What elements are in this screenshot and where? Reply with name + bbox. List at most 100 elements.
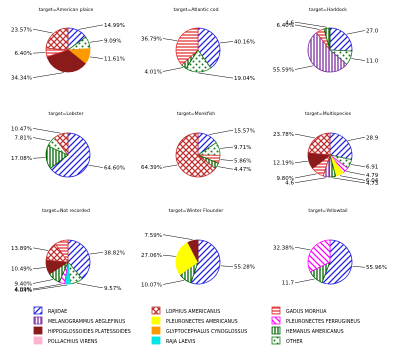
legend-item-other: OTHER [271, 336, 303, 345]
slice-label: 17.08% [11, 156, 32, 162]
slice-label: 4.01% [145, 69, 162, 75]
legend-label: RAJIDAE [48, 309, 67, 315]
slice-leader-line [163, 234, 193, 240]
legend-swatch [33, 316, 43, 325]
slice-label: 27.0 [366, 29, 379, 35]
slice-label: 32.38% [273, 245, 294, 251]
panel-title: target=Yellowtail [308, 208, 347, 214]
slice-label: 15.57% [234, 128, 255, 134]
slice-label: 6.40% [15, 51, 32, 57]
slice-leader-line [163, 67, 184, 72]
slice-label: 11.0 [366, 58, 379, 64]
slice-label: 12.19% [273, 161, 294, 167]
legend-item-gadus-morhua: GADUS MORHUA [271, 306, 327, 315]
legend-swatch [151, 336, 161, 345]
slice-leader-line [295, 22, 327, 28]
slice-label: 7.81% [15, 136, 32, 142]
slice-leader-line [350, 164, 365, 167]
slice-leader-line [33, 284, 68, 291]
slice-leader-line [33, 279, 54, 284]
pie-slice-gadus-morhua [175, 27, 199, 66]
slice-label: 9.57% [104, 286, 121, 292]
pie-slice-rajidae [67, 239, 91, 280]
legend: RAJIDAE LOPHIUS AMERICANUS GADUS MORHUA MEL… [33, 306, 360, 345]
pie-panel-target-multispecies: target=Multispecies 28.9 6.91 4.796.044.73 4… [273, 111, 379, 187]
slice-label: 40.16% [234, 39, 255, 45]
legend-label: POLLACHIUS VIRENS [48, 339, 97, 345]
slice-leader-line [33, 247, 49, 251]
pie-panel-target-not-recorded: target=Not recorded 38.82% 9.57% 4.04%4.09%… [11, 208, 125, 294]
pie-panel-target-atlantic-cod: target=Atlantic cod 40.16% 19.04% 4.01% 36.7… [141, 7, 255, 82]
slice-leader-line [219, 41, 233, 44]
legend-label: GADUS MORHUA [286, 309, 327, 315]
legend-swatch [151, 326, 161, 335]
pie-panel-target-lobster: target=Lobster 64.60% 17.08% 7.81% 10.47% [11, 111, 125, 178]
slice-leader-line [198, 72, 233, 79]
legend-item-melanogrammus-aeglefinus: MELANOGRAMMUS AEGLEFINUS [33, 316, 125, 325]
slice-label: 10.49% [11, 267, 32, 273]
slice-label: 4.73 [366, 181, 379, 187]
slice-leader-line [33, 283, 62, 290]
pie-panel-target-monkfish: target=Monkfish 15.57% 9.71% 5.86% 4.47% 64.3… [141, 111, 255, 178]
slice-label: 36.79% [141, 37, 162, 43]
pie-slice-gadus-morhua [54, 239, 69, 264]
legend-swatch [271, 306, 281, 315]
legend-item-pleuronectes-americanus: PLEURONECTES AMERICANUS [151, 316, 238, 325]
pie-slice-pleuronectes-ferrugineus [307, 239, 331, 273]
slice-leader-line [89, 40, 103, 43]
panel-title: target=Atlantic cod [174, 7, 219, 13]
pie-slice-hemanus-americanus [323, 27, 331, 51]
legend-label: PLEURONECTES FERRUGINEUS [286, 319, 360, 325]
slice-label: 10.07% [141, 282, 162, 288]
slice-label: 9.80% [277, 176, 294, 182]
legend-item-pleuronectes-ferrugineus: PLEURONECTES FERRUGINEUS [271, 316, 360, 325]
slice-label: 4.09% [15, 287, 32, 293]
slice-leader-line [346, 171, 365, 176]
pie-slice-rajidae [197, 27, 221, 69]
legend-label: PLEURONECTES AMERICANUS [166, 319, 238, 325]
panel-title: target=American plaice [39, 7, 94, 13]
slice-label: 9.09% [104, 39, 121, 45]
panel-title: target=Lobster [49, 111, 84, 117]
legend-item-hippoglossoides-platessoides: HIPPOGLOSSOIDES PLATESSOIDES [33, 326, 131, 335]
pie-slice-lophius-americanus [175, 132, 216, 178]
slice-leader-line [295, 24, 320, 30]
slice-label: 11.7 [282, 281, 295, 287]
slice-leader-line [295, 177, 327, 183]
pie-panel-target-american-plaice: target=American plaice 14.99% 9.09% 11.61% 3… [11, 7, 125, 82]
panel-title: target=Multispecies [305, 111, 352, 117]
slice-leader-line [351, 58, 365, 61]
pie-slice-rajidae [329, 27, 353, 52]
legend-swatch [151, 306, 161, 315]
slice-leader-line [295, 160, 308, 163]
slice-label: 38.82% [104, 250, 125, 256]
slice-label: 4.6 [285, 20, 294, 26]
slice-leader-line [33, 52, 46, 54]
slice-label: 64.39% [141, 165, 162, 171]
slice-leader-line [295, 247, 311, 251]
pie-slice-hippoglossoides-platessoides [187, 239, 199, 263]
slice-label: 7.59% [145, 233, 162, 239]
pie-slice-rajidae [49, 132, 91, 178]
slice-label: 55.28% [234, 265, 255, 271]
slice-leader-line [33, 137, 50, 142]
pie-panel-target-winter-flounder: target=Winter Flounder 55.28% 10.07% 27.06%… [141, 208, 255, 288]
pie-slice-pleuronectes-americanus [175, 241, 199, 276]
panel-title: target=Monkfish [177, 111, 215, 117]
legend-swatch [271, 326, 281, 335]
slice-label: 23.57% [11, 27, 32, 33]
slice-leader-line [220, 146, 233, 149]
slice-label: 14.99% [104, 23, 125, 29]
slice-label: 19.04% [234, 76, 255, 82]
slice-label: 55.59% [273, 67, 294, 73]
pie-panel-target-haddock: target=Haddock 27.0 11.0 55.59% 6.40%4.6 [273, 7, 379, 73]
legend-label: OTHER [286, 339, 303, 345]
legend-label: GLYPTOCEPHALUS CYNOGLOSSUS [166, 329, 247, 335]
slice-leader-line [332, 177, 365, 184]
slice-leader-line [346, 30, 365, 35]
pie-slice-lophius-americanus [45, 27, 69, 51]
panel-title: target=Haddock [309, 7, 347, 13]
slice-label: 27.06% [141, 253, 162, 259]
slice-leader-line [33, 157, 46, 159]
slice-label: 4.6 [285, 181, 294, 187]
